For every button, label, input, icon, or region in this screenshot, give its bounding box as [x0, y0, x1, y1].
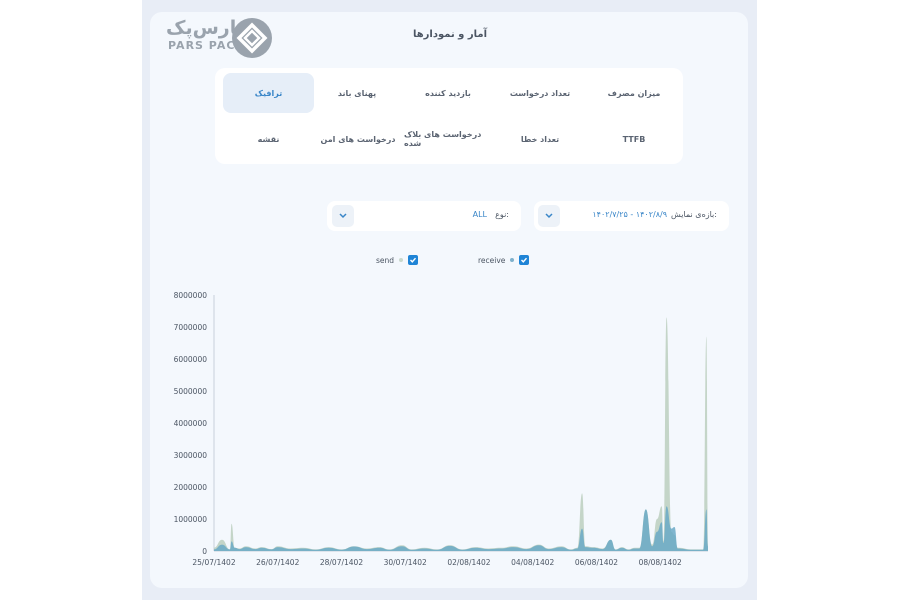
- tab-secure-requests[interactable]: درخواست های امن: [320, 134, 396, 144]
- legend-receive-label: receive: [478, 255, 506, 265]
- y-tick-label: 4000000: [174, 419, 208, 428]
- series-area-send: [214, 317, 708, 551]
- x-tick-label: 28/07/1402: [320, 558, 363, 567]
- tab-ttfb[interactable]: TTFB: [622, 134, 646, 144]
- tab-error-count[interactable]: تعداد خطا: [520, 134, 560, 144]
- date-range-label: بازه‌ی نمایش:: [671, 210, 717, 219]
- y-tick-label: 3000000: [174, 451, 208, 460]
- logo-en-text: PARS PACK: [168, 39, 245, 52]
- legend-receive-swatch: [510, 258, 515, 262]
- date-range-value: ۱۴۰۲/۷/۲۵ - ۱۴۰۲/۸/۹: [592, 210, 667, 219]
- tab-blocked-requests[interactable]: درخواست های بلاک شده: [404, 130, 482, 148]
- legend-receive-checkbox[interactable]: [519, 255, 530, 265]
- legend-send-label: send: [376, 255, 395, 265]
- x-tick-label: 26/07/1402: [256, 558, 299, 567]
- parspack-mark-icon: [232, 18, 272, 58]
- traffic-area-chart: 8000000 7000000 6000000 5000000 4000000 30000…: [174, 291, 708, 567]
- x-tick-label: 08/08/1402: [639, 558, 682, 567]
- page-title: آمار و نمودارها: [412, 29, 488, 40]
- check-icon: [521, 257, 528, 263]
- type-select[interactable]: نوع: ALL: [327, 201, 521, 231]
- x-tick-label: 02/08/1402: [447, 558, 490, 567]
- x-tick-label: 04/08/1402: [511, 558, 554, 567]
- x-tick-label: 06/08/1402: [575, 558, 618, 567]
- y-tick-label: 6000000: [174, 355, 208, 364]
- x-tick-label: 30/07/1402: [384, 558, 427, 567]
- tab-traffic[interactable]: ترافیک: [223, 73, 314, 113]
- y-tick-label: 1000000: [174, 515, 208, 524]
- date-range-select[interactable]: بازه‌ی نمایش: ۱۴۰۲/۷/۲۵ - ۱۴۰۲/۸/۹: [534, 201, 729, 231]
- y-tick-label: 0: [202, 547, 207, 556]
- parspack-logo[interactable]: پارس‌پک PARS PACK: [166, 17, 276, 59]
- chevron-down-icon[interactable]: [332, 205, 354, 227]
- type-value: ALL: [472, 210, 487, 219]
- y-tick-label: 8000000: [174, 291, 208, 300]
- x-tick-label: 25/07/1402: [192, 558, 235, 567]
- series-area-receive: [214, 506, 708, 551]
- tab-usage[interactable]: میزان مصرف: [607, 88, 661, 98]
- y-tick-label: 7000000: [174, 323, 208, 332]
- check-icon: [410, 257, 417, 263]
- legend-receive[interactable]: receive: [478, 254, 530, 266]
- chevron-down-icon[interactable]: [538, 205, 560, 227]
- type-label: نوع:: [495, 210, 509, 219]
- tab-visitors[interactable]: بازدید کننده: [425, 88, 471, 98]
- y-tick-label: 2000000: [174, 483, 208, 492]
- logo-fa-text: پارس‌پک: [166, 17, 245, 39]
- legend-send-swatch: [399, 258, 404, 262]
- legend-send-checkbox[interactable]: [408, 255, 419, 265]
- y-tick-label: 5000000: [174, 387, 208, 396]
- tab-bandwidth[interactable]: پهنای باند: [337, 88, 377, 98]
- legend-send[interactable]: send: [376, 254, 419, 266]
- tab-request-count[interactable]: تعداد درخواست: [509, 88, 571, 98]
- tab-map[interactable]: نقشه: [257, 134, 280, 144]
- stats-tabs: میزان مصرف تعداد درخواست بازدید کننده په…: [215, 68, 683, 164]
